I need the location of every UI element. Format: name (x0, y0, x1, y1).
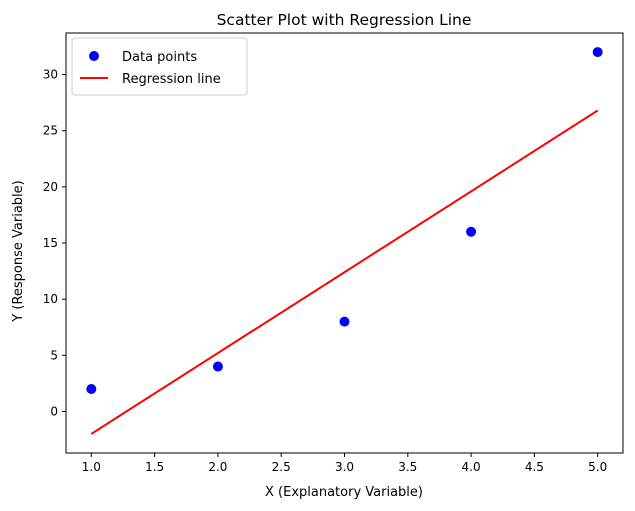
data-points-layer (86, 47, 603, 394)
y-tick-label: 15 (43, 236, 58, 250)
y-tick-label: 5 (50, 348, 58, 362)
x-axis-ticks: 1.0 1.5 2.0 2.5 3.0 3.5 4.0 4.5 5.0 (82, 453, 607, 474)
x-tick-label: 2.0 (208, 460, 227, 474)
legend-box (71, 37, 248, 96)
x-tick-label: 3.5 (398, 460, 417, 474)
y-tick-label: 20 (43, 180, 58, 194)
y-tick-label: 0 (50, 404, 58, 418)
data-point (466, 226, 477, 237)
y-tick-label: 25 (43, 124, 58, 138)
data-point (339, 316, 350, 327)
legend-label-data-points: Data points (122, 50, 197, 65)
chart-title: Scatter Plot with Regression Line (217, 11, 472, 29)
plot-frame (65, 32, 624, 454)
y-tick-label: 30 (43, 68, 58, 82)
x-tick-label: 2.5 (272, 460, 291, 474)
x-axis-label: X (Explanatory Variable) (265, 485, 423, 500)
y-axis-label: Y (Response Variable) (11, 180, 26, 322)
regression-line (90, 109, 599, 435)
legend-label-regression-line: Regression line (122, 72, 221, 87)
legend: Data points Regression line (71, 37, 248, 96)
data-point (212, 361, 223, 372)
y-tick-label: 10 (43, 292, 58, 306)
x-tick-label: 1.0 (82, 460, 101, 474)
legend-marker-data-points (89, 51, 99, 61)
x-tick-label: 1.5 (145, 460, 164, 474)
regression-line-layer (90, 109, 599, 435)
data-point (592, 47, 603, 58)
plot-area (65, 32, 624, 454)
x-tick-label: 4.5 (525, 460, 544, 474)
data-point (86, 383, 97, 394)
x-tick-label: 4.0 (462, 460, 481, 474)
y-axis-ticks: 0 5 10 15 20 25 30 (43, 68, 66, 418)
x-tick-label: 5.0 (588, 460, 607, 474)
x-tick-label: 3.0 (335, 460, 354, 474)
